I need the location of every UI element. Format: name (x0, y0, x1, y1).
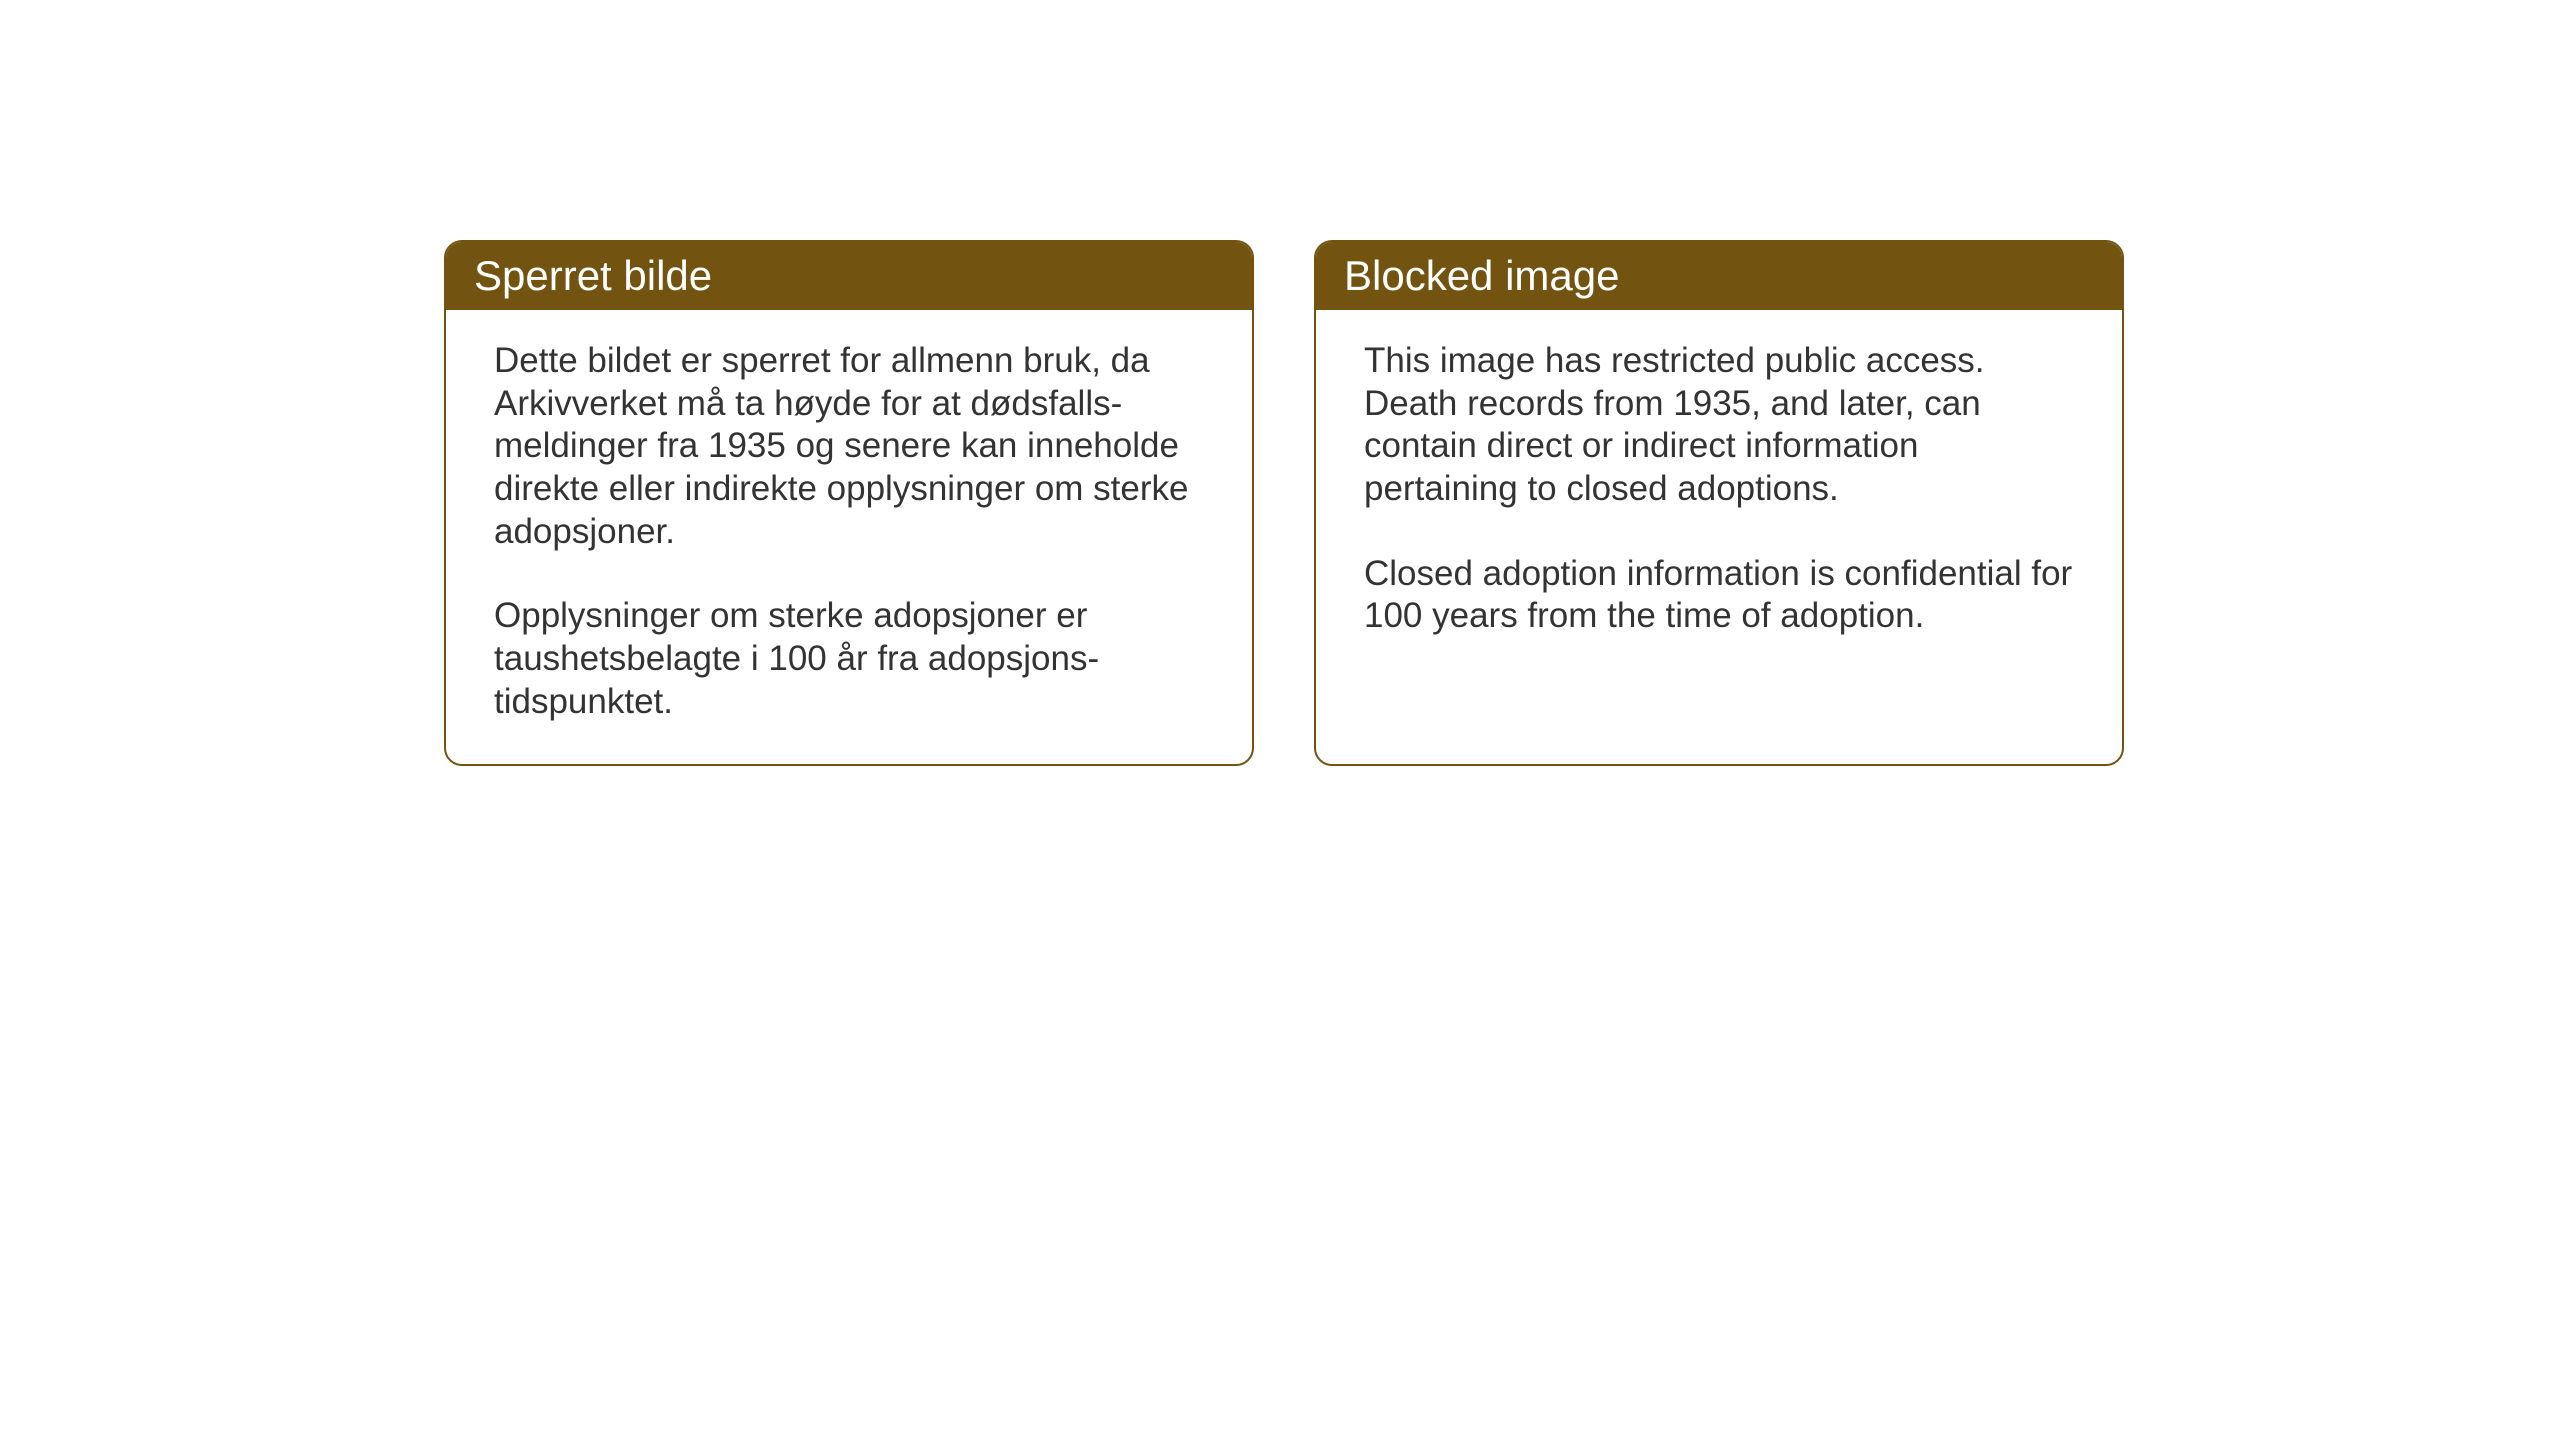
card-body-english: This image has restricted public access.… (1316, 310, 2122, 678)
card-header-norwegian: Sperret bilde (446, 242, 1252, 310)
card-paragraph-1-english: This image has restricted public access.… (1364, 340, 2074, 511)
card-english: Blocked image This image has restricted … (1314, 240, 2124, 766)
card-paragraph-1-norwegian: Dette bildet er sperret for allmenn bruk… (494, 340, 1204, 553)
card-paragraph-2-norwegian: Opplysninger om sterke adopsjoner er tau… (494, 595, 1204, 723)
card-title-norwegian: Sperret bilde (474, 252, 712, 299)
card-paragraph-2-english: Closed adoption information is confident… (1364, 553, 2074, 638)
cards-container: Sperret bilde Dette bildet er sperret fo… (444, 240, 2124, 766)
card-norwegian: Sperret bilde Dette bildet er sperret fo… (444, 240, 1254, 766)
card-title-english: Blocked image (1344, 252, 1619, 299)
card-body-norwegian: Dette bildet er sperret for allmenn bruk… (446, 310, 1252, 764)
card-header-english: Blocked image (1316, 242, 2122, 310)
